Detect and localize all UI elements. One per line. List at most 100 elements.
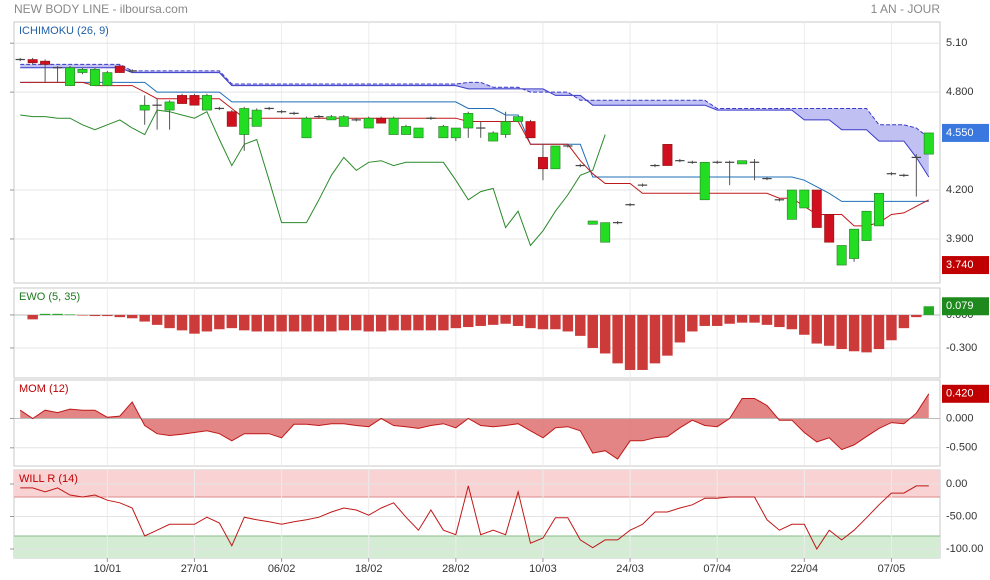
williams-line [20,485,929,550]
panel-title: ICHIMOKU (26, 9) [19,25,109,37]
bar [487,314,499,325]
bar [587,314,598,348]
candle-body [587,220,598,225]
bar [537,314,549,330]
x-tick-label: 10/01 [94,563,122,575]
bar [226,314,238,329]
x-tick-label: 07/04 [703,563,731,575]
x-tick-label: 06/02 [268,563,296,575]
y-tick-label: 4.800 [946,86,974,98]
last-value-box [942,297,989,316]
area-fill [20,393,929,459]
last-value-box [942,384,989,403]
candle-body [874,192,884,227]
candle-body [388,117,399,135]
last-value-box [942,123,989,142]
candle-body [836,245,847,266]
tenkan-line [20,81,930,227]
bar [699,314,710,326]
y-tick-label: -100.00 [946,543,983,555]
kijun-line [20,81,929,202]
candle-body [338,116,349,127]
bar [749,314,760,323]
bar [413,314,424,331]
bar [848,314,860,352]
bar [873,314,885,350]
panel-title: EWO (5, 35) [19,291,80,303]
x-tick-label: 24/03 [616,563,644,575]
bar [550,314,561,330]
candle-body [40,60,51,65]
candle-body [189,95,200,106]
bar [724,314,735,324]
bar [475,314,486,326]
bar [151,314,163,325]
candle-body [463,113,474,129]
y-tick-label: -50.00 [946,510,977,522]
x-tick-label: 07/05 [878,563,906,575]
bar [326,314,337,332]
bar [276,314,287,332]
bar [77,314,88,316]
oversold-zone [14,536,940,558]
bar [338,314,350,331]
panel-frame [13,21,941,284]
bar [736,314,748,323]
x-tick-label: 28/02 [442,563,470,575]
last-value-label: 0.420 [946,388,974,400]
bar [711,314,723,326]
candle-body [849,228,860,259]
candle-body [600,222,611,243]
bar [189,314,200,334]
candle-body [413,127,424,139]
candle-body [861,210,872,241]
candle-body [799,189,810,209]
bar [438,314,449,331]
bar [786,314,798,330]
bar [64,314,76,315]
candle-body [27,59,38,64]
bar [127,314,138,319]
bar [114,314,126,318]
chikou-line [20,109,606,247]
candle-body [226,111,237,127]
candle-body [438,126,449,139]
bar [836,314,847,350]
bar [761,314,773,325]
y-tick-label: -0.500 [946,442,977,454]
candle-body [65,67,75,86]
bar [301,314,312,332]
candle-body [662,144,673,166]
candle-body [251,109,262,127]
candle-body [326,116,337,121]
bar [823,314,835,346]
last-value-box [942,256,989,275]
bar [575,314,586,336]
candle-body [376,117,387,124]
bar [624,314,636,370]
candle-body [239,108,250,135]
candle-body [537,157,548,170]
bar [911,314,922,318]
bar [400,314,412,331]
bar [687,314,698,332]
x-tick-label: 10/03 [529,563,557,575]
bar [89,314,101,317]
momentum-line [19,393,930,460]
bar [861,314,872,353]
candle-body [401,126,412,135]
bar [102,314,113,317]
cloud-fill [20,64,929,177]
bar [239,314,250,331]
y-tick-label: 0.000 [946,412,974,424]
bar [886,314,897,341]
bar [251,314,262,332]
y-tick-label: 0.00 [946,478,967,490]
x-tick-label: 27/01 [181,563,209,575]
cloud-lower-line [20,67,930,178]
last-value-label: 3.740 [946,259,974,271]
candle-body [500,121,511,135]
bar [176,314,188,331]
bar [799,314,810,335]
